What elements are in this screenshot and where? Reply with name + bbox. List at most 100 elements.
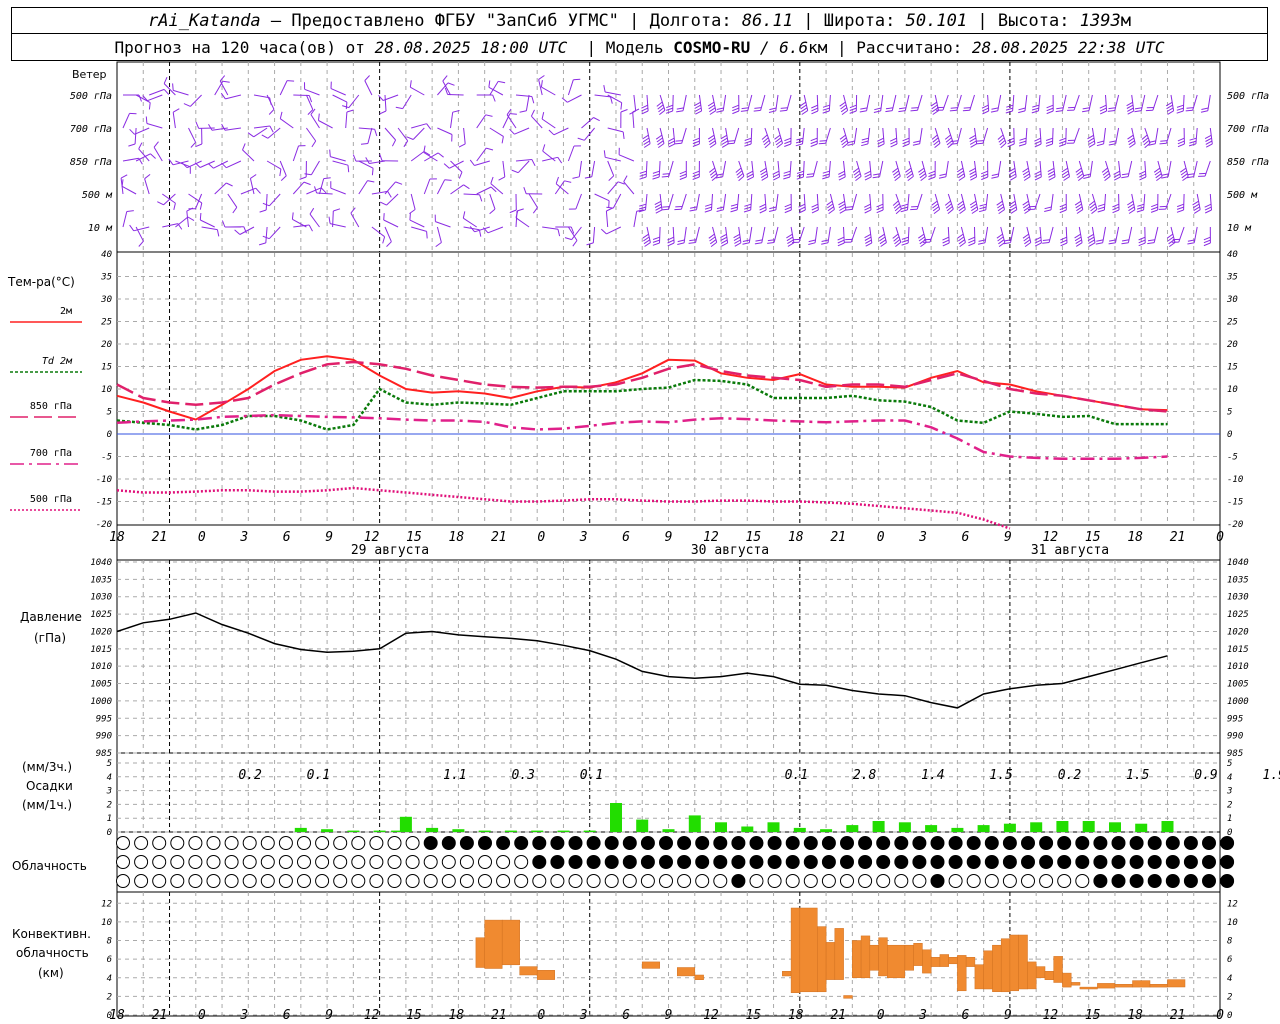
cloud-cover-clear (622, 874, 637, 888)
temp-tick-left: -5 (101, 453, 112, 463)
wind-barb-feather (247, 132, 254, 138)
wind-barb (134, 127, 137, 145)
wind-barb-feather (555, 176, 559, 184)
conv-tick-right: 2 (1227, 992, 1232, 1002)
time-tick-label: 18 (109, 530, 125, 545)
wind-barb-feather (1176, 206, 1184, 210)
cloud-cover-clear (966, 874, 981, 888)
wind-barb (584, 127, 595, 141)
time-tick-label: 15 (406, 530, 422, 545)
wind-barb-feather (593, 117, 600, 122)
wind-barb-feather (1007, 137, 1015, 142)
wind-barb-feather (1193, 206, 1200, 212)
cloud-cover-clear (405, 855, 420, 869)
wind-barb-feather (1060, 236, 1067, 241)
wind-barb-feather (1059, 203, 1067, 208)
wind-barb (618, 154, 635, 162)
precip-3h-amount: 0.9 (1194, 768, 1217, 783)
wind-barb (578, 160, 582, 177)
wind-barb-feather (707, 134, 715, 140)
cloud-cover-clear (260, 836, 275, 850)
header-station-row: rAi_Katanda — Предоставлено ФГБУ "ЗапСиб… (11, 7, 1268, 34)
cloud-cover-full (749, 855, 764, 869)
cloud-cover-clear (984, 874, 999, 888)
wind-barb-feather (1144, 142, 1151, 149)
wind-barb-feather (199, 212, 202, 221)
time-tick-label: 0 (537, 530, 545, 545)
wind-barb-feather (774, 134, 781, 140)
temp-tick-left: 10 (101, 385, 112, 395)
cloud-cover-full (1202, 855, 1216, 869)
model-name: COSMO-RU (673, 37, 751, 57)
precip-bar (452, 829, 465, 832)
cloud-cover-full (1129, 836, 1144, 850)
wind-barb-feather (1099, 104, 1107, 109)
wind-barb-feather (652, 173, 660, 177)
wind-barb-feather (676, 107, 684, 110)
wind-barb-feather (996, 233, 1003, 239)
wind-barb-feather (128, 143, 136, 147)
wind-barb-feather (730, 206, 738, 210)
wind-barb-feather (861, 140, 869, 144)
pressure-unit: (гПа) (34, 631, 67, 645)
wind-barb-feather (350, 207, 356, 214)
wind-barb-feather (572, 176, 580, 179)
wind-barb-feather (1059, 143, 1066, 147)
wind-barb-feather (548, 129, 555, 136)
wind-barb-feather (822, 173, 830, 177)
temp-legend-label: 500 гПа (30, 494, 72, 505)
wind-barb-feather (371, 168, 374, 176)
wind-barb (907, 193, 910, 210)
wind-barb-feather (1087, 233, 1094, 239)
wind-barb-feather (1034, 170, 1042, 175)
wind-barb-feather (378, 94, 384, 101)
wind-barb-feather (799, 101, 807, 107)
precip-bar (504, 830, 517, 832)
wind-barb (538, 79, 543, 96)
wind-barb-feather (787, 239, 794, 245)
cloud-cover-clear (116, 855, 130, 869)
wind-barb-feather (783, 173, 791, 177)
wind-barb-feather (806, 173, 814, 175)
precip-bar (478, 830, 491, 832)
precip-tick-right: 4 (1227, 773, 1232, 783)
pressure-tick-left: 1010 (90, 662, 112, 672)
wind-barb-feather (641, 110, 649, 115)
sep: | (629, 10, 640, 31)
conv-cloud-bar (965, 957, 976, 967)
time-tick-label-bottom: 6 (622, 1008, 630, 1023)
wind-barb (153, 146, 163, 162)
wind-barb-feather (690, 206, 698, 209)
pressure-tick-left: 1035 (90, 575, 112, 585)
wind-barb-feather (811, 104, 818, 109)
conv-cloud-bar (1035, 966, 1046, 979)
wind-barb-feather (920, 242, 927, 248)
wind-barb-feather (1074, 200, 1082, 206)
wind-barb-feather (1034, 242, 1042, 247)
wind-barb-feather (689, 209, 697, 212)
wind-barb (138, 148, 150, 162)
cloud-cover-clear (713, 874, 728, 888)
wind-barb (514, 127, 530, 135)
cloud-cover-clear (514, 874, 529, 888)
precip-3h-amount: 0.3 (511, 768, 534, 783)
wind-barb-feather (600, 228, 607, 235)
cloud-cover-clear (876, 874, 891, 888)
wind-barb-feather (839, 101, 846, 107)
wind-barb-feather (216, 229, 220, 237)
wind-barb-feather (1127, 203, 1135, 209)
cloud-cover-full (858, 836, 873, 850)
wind-barb-feather (864, 236, 872, 241)
wind-barb (358, 160, 374, 169)
wind-barb (292, 218, 307, 228)
cloud-cover-full (1057, 855, 1072, 869)
conv-cloud-bar (790, 907, 801, 993)
conv-tick-left: 12 (101, 899, 112, 909)
wind-barb-feather (1022, 233, 1029, 239)
precip-bar (610, 803, 622, 832)
wind-barb-feather (901, 239, 909, 243)
cloud-cover-clear (840, 874, 854, 888)
alt-value: 1393 (1079, 10, 1121, 31)
wind-barb-feather (708, 167, 716, 173)
cloud-cover-full (1147, 855, 1162, 869)
